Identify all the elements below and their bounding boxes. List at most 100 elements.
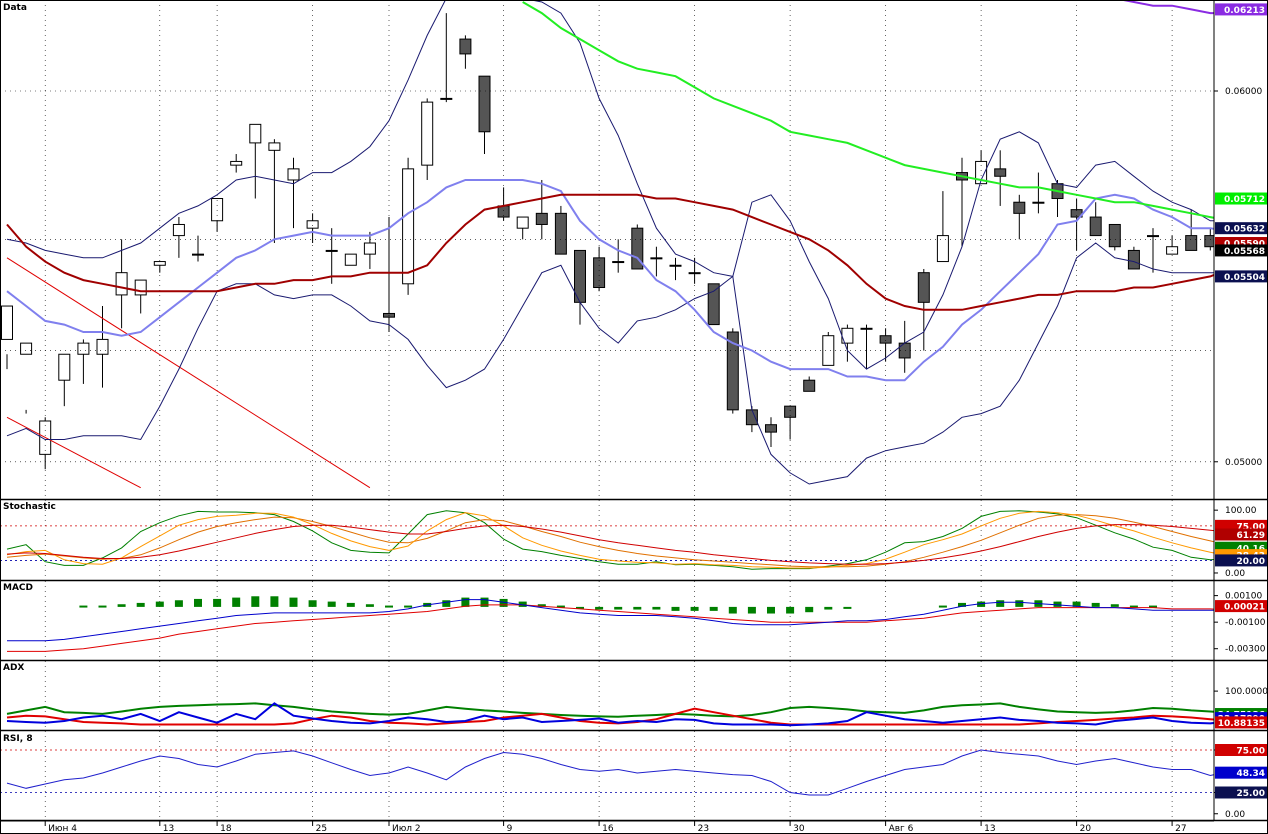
- y-tick-label: 0.00: [1225, 810, 1245, 820]
- candles: [1, 13, 1214, 470]
- macd-histogram-bar: [194, 598, 202, 607]
- candle-body: [765, 424, 777, 433]
- macd-histogram-bar: [824, 606, 833, 610]
- x-tick-label: 25: [316, 824, 327, 834]
- data-pane: Data 0.05000 0.06000 0.06213 0.05712 0.0563…: [0, 0, 1267, 499]
- macd-histogram-bar: [136, 602, 145, 607]
- macd-histogram-bar: [327, 601, 336, 607]
- candle: [230, 154, 243, 173]
- candle: [20, 342, 33, 414]
- candle-body: [172, 223, 185, 237]
- macd-histogram-bar: [958, 602, 966, 607]
- x-tick-label: 13: [163, 824, 174, 834]
- price-badge: [1215, 766, 1267, 779]
- macd-histogram-bar: [1110, 604, 1119, 607]
- macd-histogram-bar: [747, 606, 756, 614]
- candle: [860, 324, 873, 370]
- candle: [268, 139, 281, 244]
- macd-histogram-bar: [480, 597, 489, 607]
- macd-histogram-bar: [786, 606, 795, 614]
- macd-histogram-bar: [690, 606, 699, 611]
- candle-body: [516, 216, 529, 229]
- candle-body: [440, 97, 453, 100]
- candle-body: [402, 168, 415, 285]
- macd-histogram-bar: [843, 606, 852, 609]
- y-tick-label: 0.06000: [1225, 87, 1262, 97]
- price-badge-label: 48.34: [1237, 769, 1265, 779]
- moving-average-green: [522, 1, 1214, 219]
- candle-body: [650, 257, 663, 260]
- indicator-lines: [0, 0, 1214, 499]
- adx-plus-di-line: [6, 702, 1214, 727]
- y-tick-label: -0.00100: [1225, 618, 1266, 628]
- x-tick-label: 20: [1080, 824, 1092, 834]
- macd-histogram-bar: [213, 598, 222, 607]
- price-badge-label: 0.00021: [1224, 603, 1265, 613]
- macd-histogram-bar: [155, 601, 164, 607]
- candle: [1, 305, 13, 370]
- candle-body: [478, 75, 491, 133]
- candle-body: [363, 242, 376, 255]
- macd-histogram-bar: [576, 606, 584, 609]
- macd-histogram-bar: [767, 606, 775, 614]
- candle: [593, 246, 606, 292]
- y-tick-label: -0.00300: [1225, 645, 1266, 655]
- price-badge: [1215, 222, 1267, 235]
- x-tick-label: Июн 4: [48, 824, 77, 834]
- macd-histogram-bar: [1015, 600, 1024, 607]
- macd-main-line: [7, 599, 1214, 642]
- candle-body: [96, 338, 109, 355]
- macd-histogram-bar: [556, 605, 565, 608]
- rsi-badges: 75.00 48.34 25.00: [1215, 744, 1267, 799]
- candle-body: [554, 212, 567, 255]
- macd-histogram-bar: [938, 605, 947, 608]
- macd-histogram-bar: [595, 606, 604, 610]
- y-tick-label: 0.00100: [1225, 592, 1262, 602]
- macd-pane-title: MACD: [3, 583, 33, 593]
- candle-body: [344, 253, 357, 266]
- candle: [440, 13, 453, 103]
- price-badge: [1215, 786, 1267, 799]
- candle-body: [287, 168, 300, 181]
- price-badge: [1215, 744, 1267, 756]
- candle: [96, 306, 109, 388]
- candle-body: [612, 261, 625, 264]
- candle: [58, 353, 71, 407]
- price-badge-label: 75.00: [1237, 522, 1265, 532]
- price-badge: [1215, 554, 1267, 567]
- candle-body: [1089, 216, 1102, 237]
- macd-histogram-bar: [537, 604, 546, 607]
- candle: [192, 235, 204, 262]
- bollinger-middle-line: [6, 179, 1214, 382]
- stochastic-pane: Stochastic 100.00 0.00 75.0061.2940.1628.…: [0, 500, 1267, 580]
- candle: [535, 179, 548, 240]
- macd-histogram-bar: [1053, 601, 1062, 607]
- x-tick-label: 18: [220, 824, 232, 834]
- price-badge: [1215, 270, 1267, 283]
- x-tick-label: 13: [984, 824, 995, 834]
- macd-histogram-bar: [346, 602, 355, 607]
- macd-histogram-bar: [365, 604, 374, 607]
- candle: [344, 253, 357, 266]
- macd-histogram-bar: [1129, 605, 1138, 608]
- macd-histogram-bar: [98, 605, 107, 608]
- candle: [669, 257, 682, 281]
- macd-histogram-bar: [728, 606, 737, 614]
- candle: [249, 123, 262, 199]
- candle-body: [669, 264, 682, 267]
- macd-histogram-bar: [614, 606, 623, 610]
- price-badge-label: 0.05504: [1224, 273, 1265, 283]
- x-tick-label: 27: [1175, 824, 1186, 834]
- candle-body: [325, 249, 338, 252]
- price-badge-label: 25.00: [1237, 789, 1265, 799]
- candle: [421, 98, 434, 180]
- candle: [77, 339, 90, 384]
- candle: [822, 332, 835, 366]
- candle-body: [822, 335, 835, 366]
- y-tick-label: 100.00: [1225, 506, 1257, 516]
- price-badge-label: 61.29: [1237, 531, 1265, 541]
- candle: [612, 239, 625, 273]
- candle: [478, 75, 491, 155]
